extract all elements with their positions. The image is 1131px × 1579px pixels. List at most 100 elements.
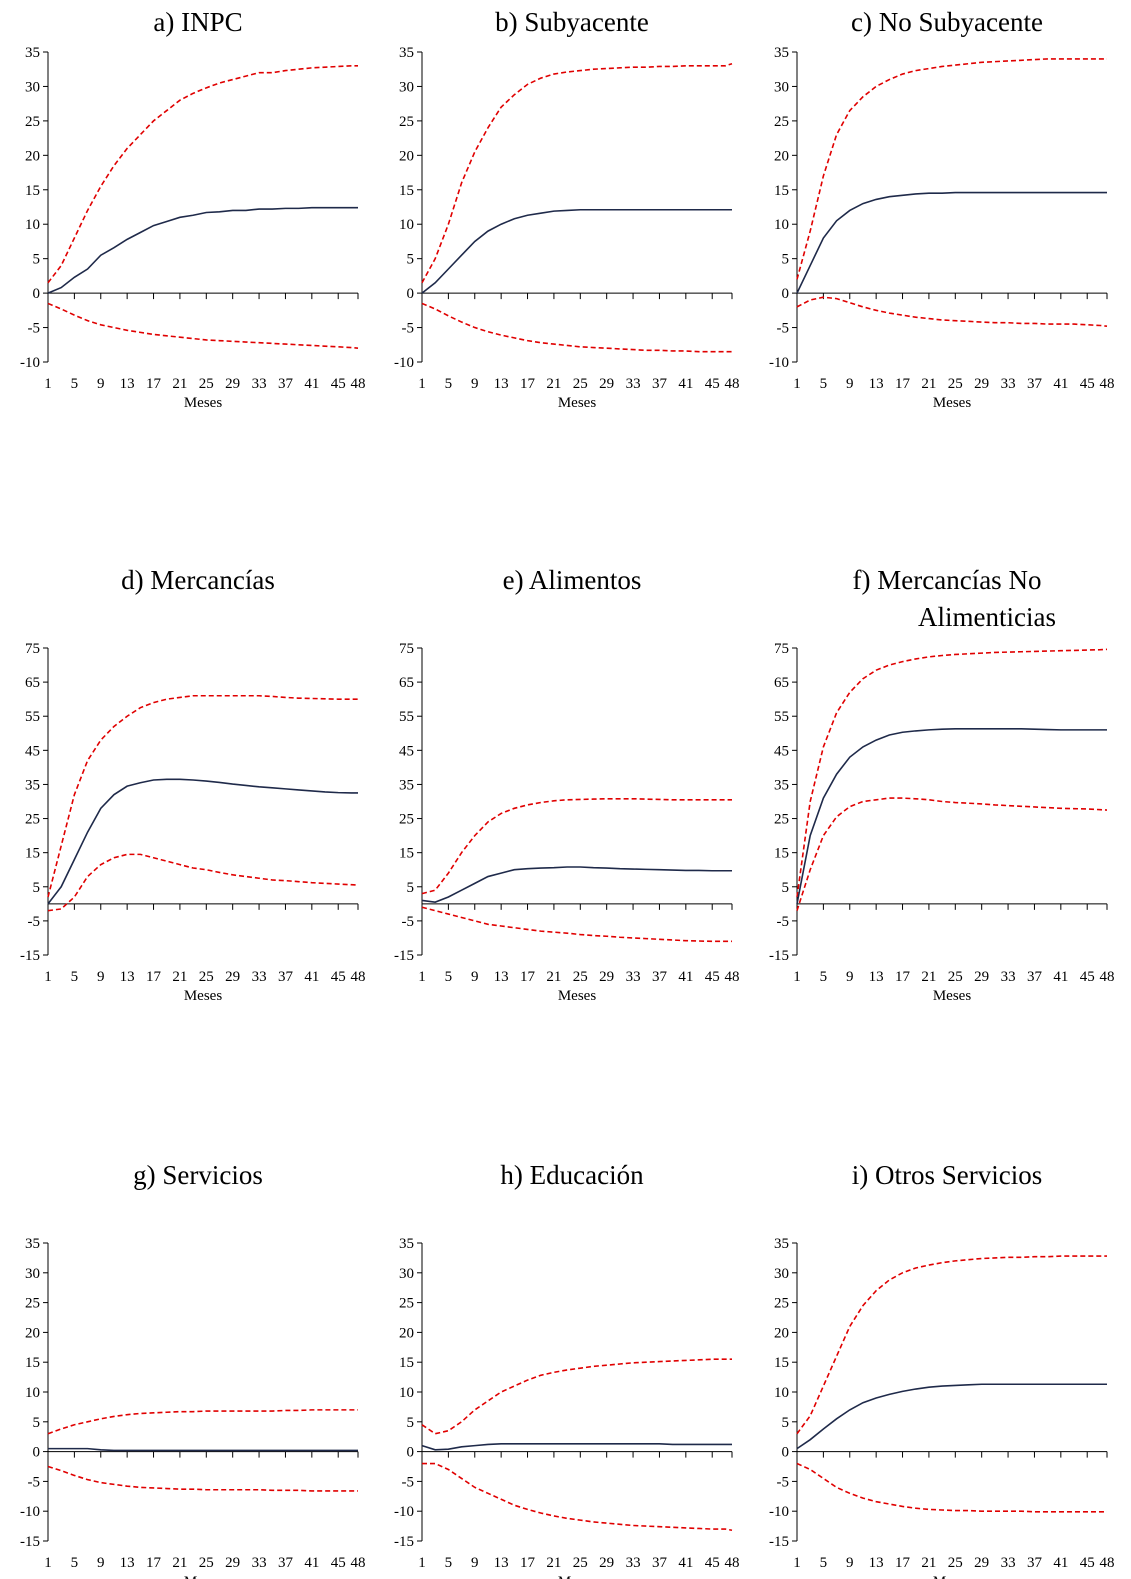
x-tick-label: 33 [626,969,641,985]
x-tick-label: 33 [252,1555,267,1571]
x-tick-label: 33 [1001,1555,1016,1571]
y-tick-label: 45 [774,743,789,759]
x-tick-label: 13 [120,376,135,392]
series-line [421,1358,732,1435]
series-line [796,1462,1107,1513]
x-tick-label: 5 [820,969,828,985]
x-tick-label: 25 [948,969,963,985]
x-tick-label: 21 [921,376,936,392]
x-tick-label: 17 [895,376,911,392]
x-tick-label: 21 [546,376,561,392]
x-tick-label: 45 [331,969,346,985]
y-tick-label: 75 [25,641,40,657]
x-tick-label: 29 [599,1555,614,1571]
y-tick-label: 10 [399,217,414,233]
x-tick-label: 9 [846,1555,854,1571]
x-tick-label: 29 [225,969,240,985]
series-line [421,208,732,294]
y-tick-label: 25 [399,114,414,130]
y-tick-label: 75 [399,641,414,657]
x-tick-label: 41 [678,376,693,392]
x-tick-label: 21 [546,969,561,985]
x-tick-label: 25 [948,1555,963,1571]
series-line [48,1447,358,1452]
series-line [422,1462,733,1532]
x-tick-label: 29 [974,1555,989,1571]
y-tick-label: 5 [782,1415,790,1431]
x-tick-label: 9 [471,1555,479,1571]
x-tick-label: 1 [793,969,801,985]
y-tick-label: 10 [25,1385,40,1401]
x-tick-label: 45 [1080,969,1095,985]
x-tick-label: 17 [895,969,911,985]
x-tick-label: 21 [546,1555,561,1571]
x-tick-label: 37 [1027,376,1043,392]
y-tick-label: 20 [25,1325,40,1341]
x-tick-label: 5 [71,969,79,985]
y-tick-label: 0 [782,286,790,302]
x-tick-label: 48 [725,376,740,392]
y-tick-label: 35 [25,1236,40,1252]
x-tick-label: 9 [97,1555,105,1571]
y-tick-label: 55 [399,709,414,725]
y-tick-label: 5 [782,252,790,268]
y-tick-label: 5 [33,1415,41,1431]
x-tick-label: 5 [445,376,453,392]
y-tick-label: 75 [774,641,789,657]
y-tick-label: 55 [25,709,40,725]
x-tick-label: 17 [520,376,536,392]
y-tick-label: 5 [33,252,41,268]
x-tick-label: 25 [573,1555,588,1571]
x-tick-label: 45 [1080,376,1095,392]
x-tick-label: 17 [146,1555,162,1571]
x-tick-label: 45 [331,1555,346,1571]
x-tick-label: 9 [471,969,479,985]
x-tick-label: 37 [652,376,668,392]
x-tick-label: 29 [599,376,614,392]
series-line [47,694,358,898]
y-tick-label: 45 [25,743,40,759]
y-tick-label: 25 [774,1296,789,1312]
y-tick-label: 20 [399,1325,414,1341]
x-tick-label: 45 [705,969,720,985]
series-line [796,1255,1107,1435]
y-tick-label: -5 [28,914,41,930]
x-tick-label: 13 [494,1555,509,1571]
x-tick-label: 25 [948,376,963,392]
y-tick-label: 25 [774,114,789,130]
y-tick-label: 20 [399,148,414,164]
x-tick-label: 48 [351,376,366,392]
x-tick-label: 25 [573,969,588,985]
y-tick-label: -10 [394,1504,414,1520]
series-line [421,302,732,353]
x-tick-label: 25 [573,376,588,392]
x-tick-label: 5 [71,1555,79,1571]
x-tick-label: 45 [1080,1555,1095,1571]
y-tick-label: -10 [20,1504,40,1520]
y-tick-label: 30 [774,1266,789,1282]
x-tick-label: 48 [351,1555,366,1571]
x-tick-label: 33 [1001,969,1016,985]
series-line [796,296,1108,327]
x-tick-label: 25 [199,1555,214,1571]
series-line [47,1465,358,1492]
x-tick-label: 45 [331,376,346,392]
x-tick-label: 41 [304,969,319,985]
y-tick-label: 25 [25,1296,40,1312]
x-tick-label: 33 [252,376,267,392]
y-tick-label: -10 [394,355,414,371]
chart-title: c) No Subyacente [851,7,1043,37]
chart-title: h) Educación [500,1160,644,1190]
x-tick-label: 1 [418,1555,426,1571]
y-tick-label: 30 [399,79,414,95]
y-tick-label: 25 [399,812,414,828]
x-axis-label: Meses [558,988,596,1004]
series-line [47,778,358,905]
y-tick-label: 30 [774,79,789,95]
y-tick-label: 15 [25,846,40,862]
x-tick-label: 21 [172,969,187,985]
x-tick-label: 45 [705,376,720,392]
x-tick-label: 17 [146,376,162,392]
x-tick-label: 5 [71,376,79,392]
series-line [47,206,358,294]
